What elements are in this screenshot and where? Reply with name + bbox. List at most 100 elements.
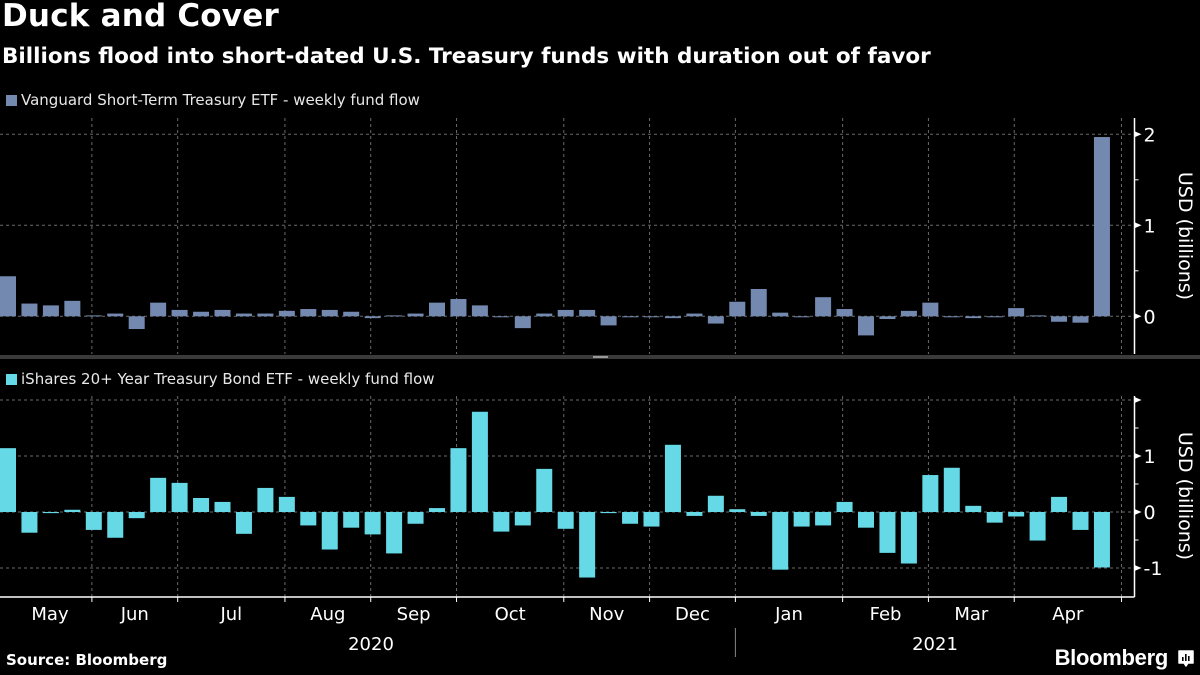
- bar: [343, 311, 360, 317]
- bar: [150, 302, 167, 317]
- y-tick-marker: [1134, 509, 1142, 515]
- y-tick-marker: [1134, 131, 1142, 138]
- bar: [1072, 316, 1089, 323]
- bar: [557, 309, 574, 317]
- bar: [493, 512, 510, 532]
- x-tick-label: Nov: [589, 604, 624, 625]
- bar: [536, 313, 553, 317]
- bar: [321, 309, 338, 317]
- bar: [193, 498, 210, 512]
- bar: [836, 501, 853, 512]
- bar: [772, 512, 789, 570]
- bar: [107, 313, 124, 317]
- x-tick-label: Feb: [870, 604, 902, 625]
- bar: [879, 512, 896, 553]
- legend-label-vanguard: Vanguard Short-Term Treasury ETF - weekl…: [21, 91, 420, 109]
- bar: [772, 312, 789, 317]
- x-tick-label: Oct: [495, 604, 526, 625]
- bar: [42, 512, 59, 514]
- bar: [407, 512, 424, 524]
- bar: [364, 316, 381, 319]
- bar: [986, 512, 1003, 523]
- bar: [729, 301, 746, 317]
- bar: [1072, 512, 1089, 530]
- bar: [278, 496, 295, 512]
- bar: [600, 316, 617, 326]
- y-tick-label: -1: [1144, 558, 1163, 580]
- bar: [107, 512, 124, 538]
- bar: [364, 512, 381, 535]
- bar: [235, 313, 252, 317]
- x-tick-label: Mar: [954, 604, 989, 625]
- bar: [858, 512, 874, 528]
- bar: [579, 512, 596, 578]
- panel-divider-grip[interactable]: [593, 356, 608, 358]
- bar: [1051, 496, 1068, 512]
- bar: [171, 309, 188, 317]
- bar: [1051, 316, 1068, 322]
- bar: [407, 313, 424, 317]
- bar: [1029, 315, 1046, 317]
- bar: [85, 512, 102, 530]
- bar: [0, 276, 16, 317]
- bar: [557, 512, 574, 529]
- bar: [922, 302, 939, 317]
- legend-swatch-vanguard: [6, 94, 17, 106]
- bar: [300, 512, 317, 526]
- bar: [707, 316, 724, 324]
- bar: [493, 316, 510, 318]
- bar: [750, 289, 767, 317]
- x-year-label: 2020: [348, 634, 394, 655]
- bar: [85, 315, 102, 317]
- y-tick-label: 0: [1144, 502, 1156, 524]
- bar: [579, 309, 596, 317]
- bar: [450, 299, 467, 317]
- bar: [128, 316, 145, 330]
- bar: [278, 310, 295, 317]
- bar: [793, 512, 810, 527]
- bar: [965, 505, 982, 512]
- bar: [450, 448, 467, 512]
- x-tick-label: Jul: [219, 604, 242, 625]
- bar: [1008, 308, 1025, 317]
- legend-ishares: iShares 20+ Year Treasury Bond ETF - wee…: [6, 370, 435, 388]
- bar: [429, 508, 445, 512]
- bar: [150, 477, 167, 512]
- y-tick-marker: [1134, 397, 1142, 403]
- bar: [429, 302, 445, 317]
- bar: [986, 316, 1003, 318]
- y-axis-title: USD (billions): [1174, 172, 1196, 300]
- bar: [900, 512, 917, 564]
- y-tick-label: 2: [1144, 124, 1156, 146]
- y-tick-marker: [1134, 565, 1142, 571]
- bar: [514, 316, 531, 329]
- bar: [214, 501, 231, 512]
- bar: [471, 305, 488, 317]
- bloomberg-chart-bubble-icon: [1178, 650, 1194, 667]
- bar: [64, 300, 81, 317]
- bar: [600, 512, 617, 514]
- bar: [214, 309, 231, 317]
- bar: [257, 313, 274, 317]
- y-axis-title: USD (billions): [1174, 432, 1196, 560]
- bar: [922, 475, 939, 512]
- x-tick-label: May: [31, 604, 69, 625]
- y-tick-label: 1: [1144, 446, 1156, 468]
- x-tick-label: Aug: [310, 604, 345, 625]
- bar: [900, 310, 917, 317]
- bar: [0, 448, 16, 512]
- bar: [536, 468, 553, 512]
- bar: [622, 316, 639, 318]
- bar: [1008, 512, 1025, 517]
- bar: [386, 315, 403, 317]
- bar: [42, 305, 59, 317]
- bar: [686, 313, 703, 317]
- y-tick-label: 0: [1144, 306, 1156, 328]
- bloomberg-logo: Bloomberg: [1054, 645, 1169, 670]
- legend-vanguard: Vanguard Short-Term Treasury ETF - weekl…: [6, 91, 420, 109]
- y-tick-marker: [1134, 453, 1142, 459]
- y-tick-label: 1: [1144, 215, 1156, 237]
- bar: [64, 509, 81, 512]
- bar: [836, 309, 853, 317]
- bar: [943, 316, 960, 318]
